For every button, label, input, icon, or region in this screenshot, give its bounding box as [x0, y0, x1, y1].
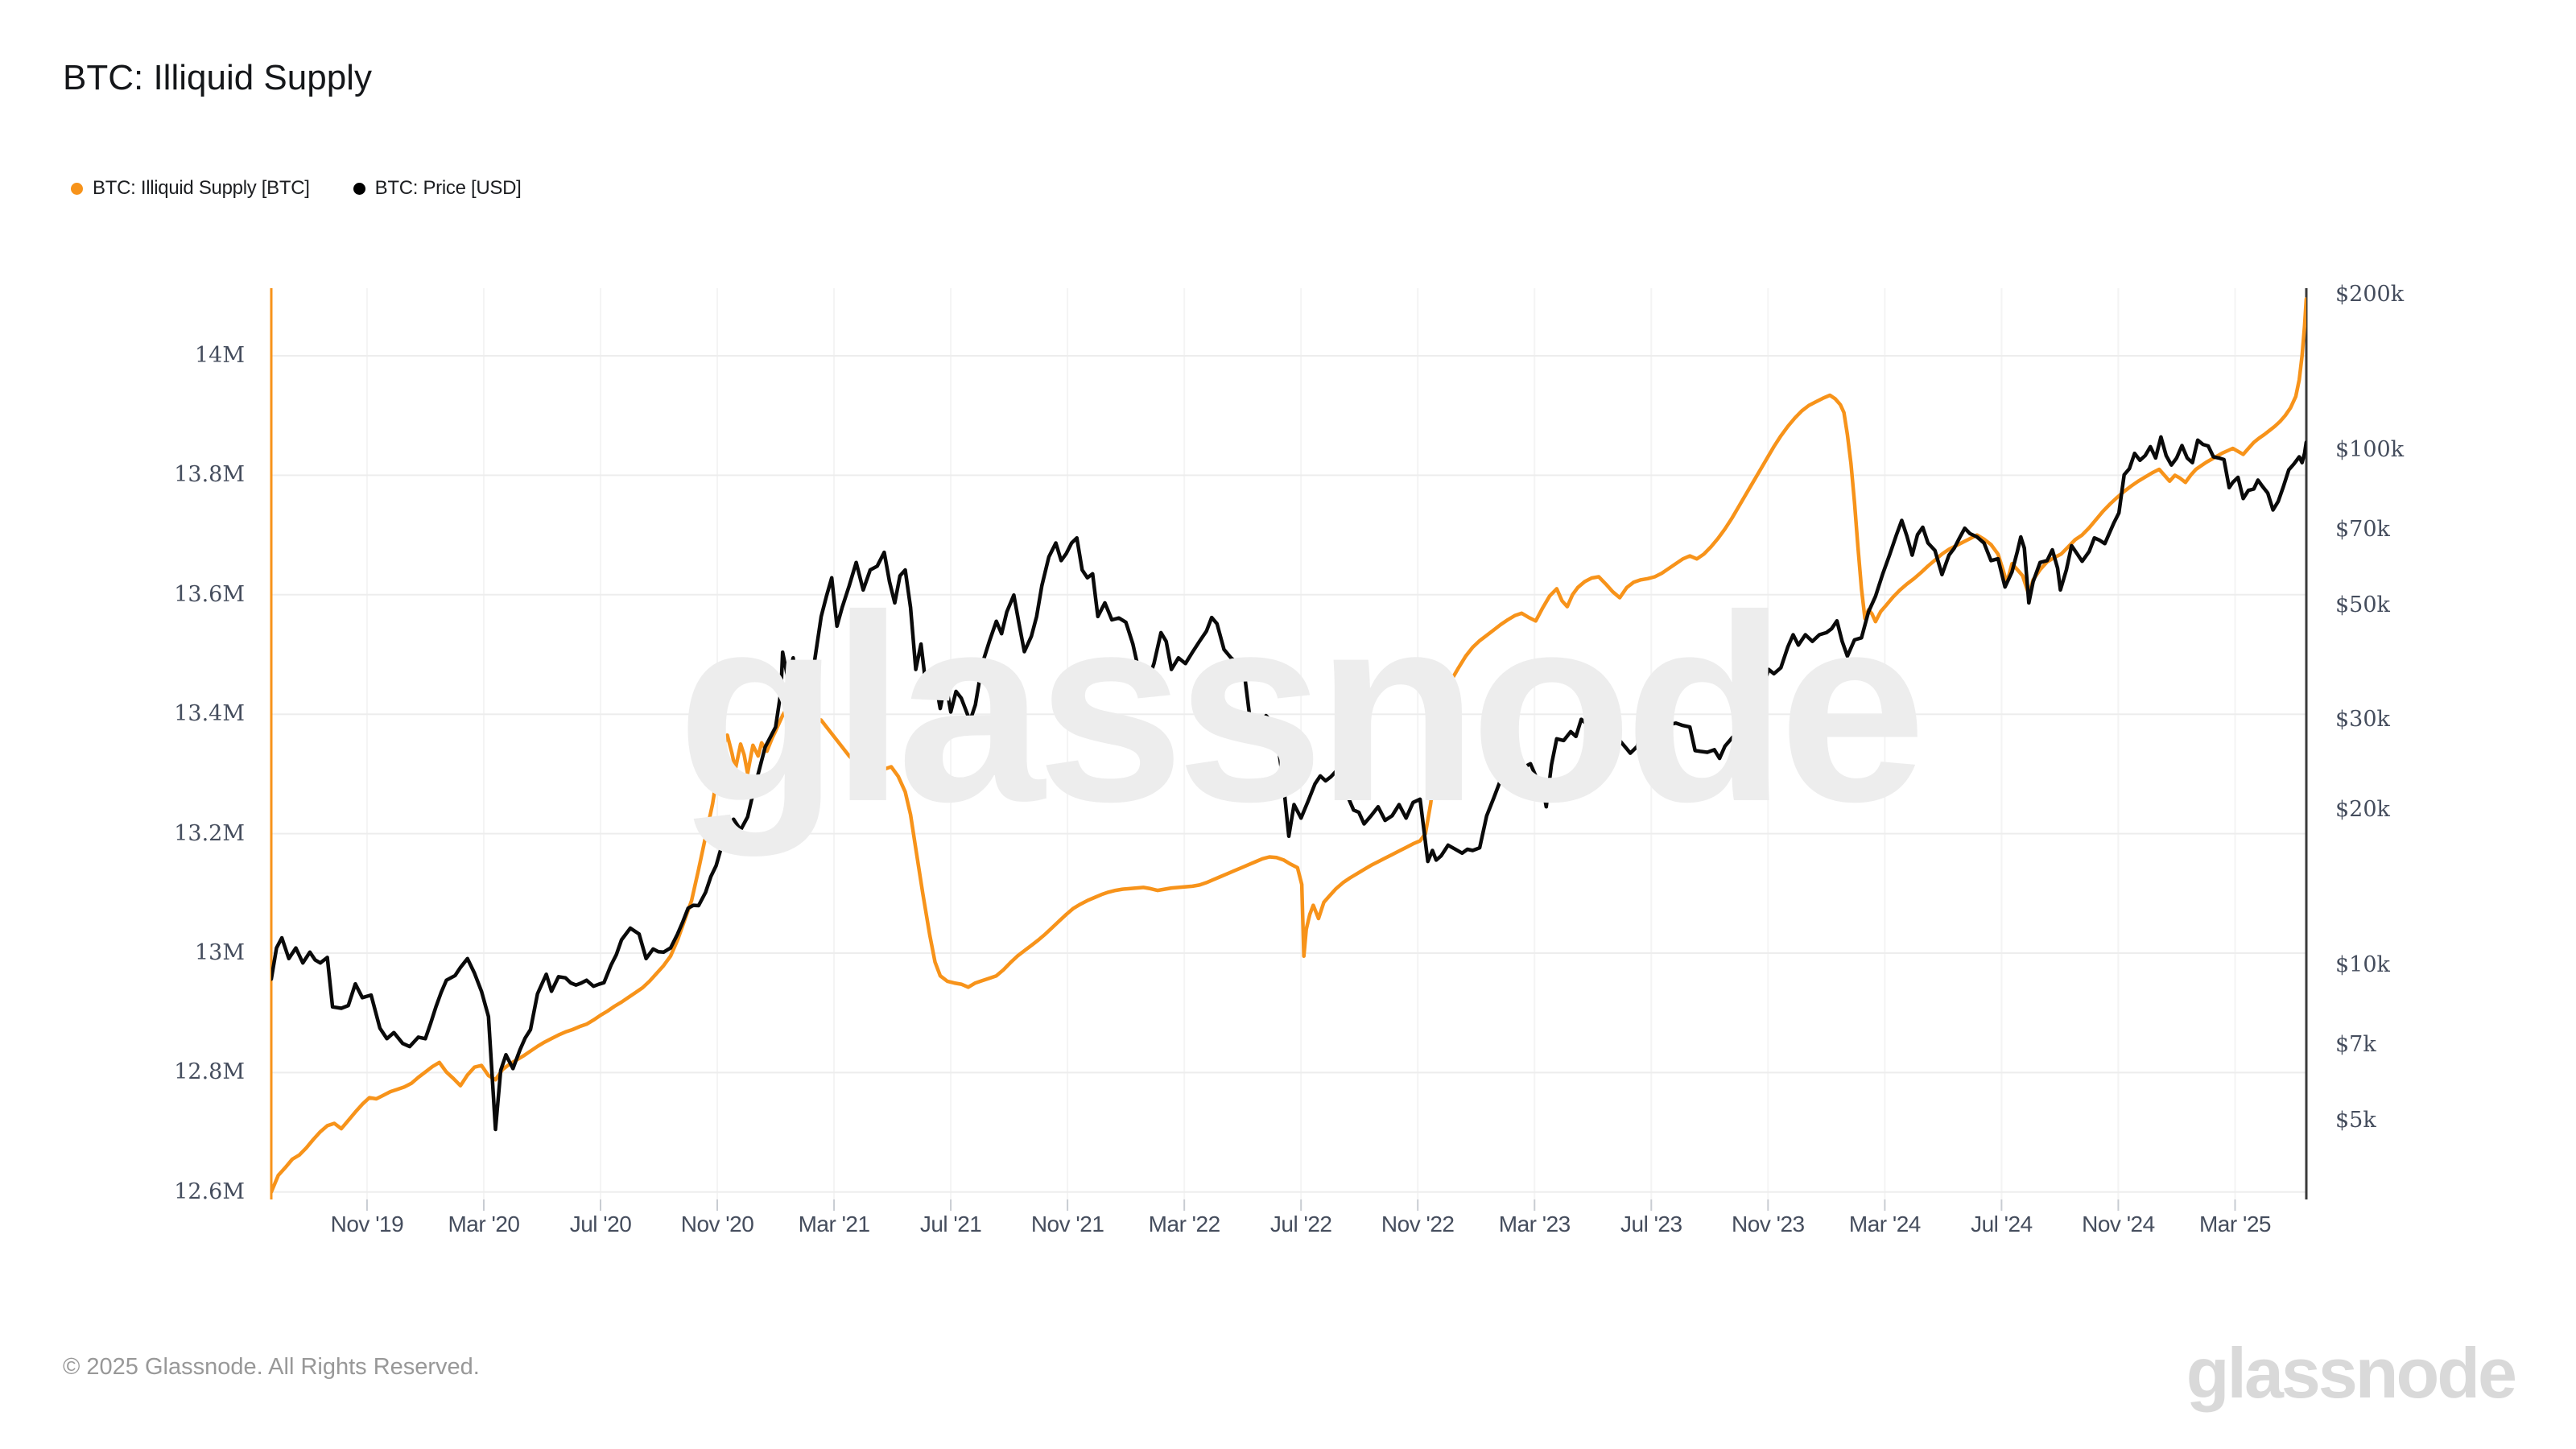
price-series-line — [271, 435, 2306, 1132]
x-tick-label: Mar '25 — [2198, 1212, 2272, 1236]
y-left-tick-label: 13.4M — [174, 701, 245, 727]
y-right-tick-label: $30k — [2335, 706, 2390, 732]
x-tick-label: Jul '22 — [1269, 1212, 1332, 1236]
legend-dot-supply-icon — [71, 182, 83, 195]
x-tick-label: Nov '20 — [680, 1212, 754, 1236]
supply-series-line — [271, 297, 2306, 1195]
x-tick-label: Mar '24 — [1848, 1212, 1922, 1236]
x-tick-label: Jul '24 — [1971, 1212, 2033, 1236]
x-tick-label: Jul '21 — [919, 1212, 982, 1236]
y-right-tick-label: $50k — [2335, 592, 2390, 617]
x-tick-label: Mar '20 — [448, 1212, 520, 1236]
y-right-tick-label: $100k — [2335, 437, 2405, 462]
y-left-tick-label: 13.8M — [174, 462, 245, 488]
x-tick-label: Mar '21 — [798, 1212, 871, 1236]
legend-dot-price-icon — [353, 182, 365, 195]
x-tick-label: Nov '22 — [1381, 1212, 1455, 1236]
footer-copyright: © 2025 Glassnode. All Rights Reserved. — [63, 1354, 480, 1380]
legend-label-price: BTC: Price [USD] — [374, 177, 522, 199]
y-right-tick-label: $7k — [2335, 1032, 2376, 1058]
y-left-tick-label: 12.8M — [174, 1059, 245, 1085]
x-tick-label: Jul '23 — [1620, 1212, 1682, 1236]
x-tick-label: Nov '24 — [2082, 1212, 2155, 1236]
y-left-tick-label: 13M — [194, 940, 245, 965]
legend-item-price[interactable]: BTC: Price [USD] — [353, 177, 522, 200]
legend-label-supply: BTC: Illiquid Supply [BTC] — [93, 177, 310, 199]
x-tick-label: Nov '21 — [1030, 1212, 1104, 1236]
legend-item-illiquid-supply[interactable]: BTC: Illiquid Supply [BTC] — [71, 177, 310, 200]
y-left-tick-label: 14M — [194, 343, 245, 368]
glassnode-watermark: glassnode — [676, 559, 1926, 857]
y-left-tick-label: 13.2M — [174, 820, 245, 846]
x-tick-label: Jul '20 — [569, 1212, 632, 1236]
x-tick-label: Mar '22 — [1148, 1212, 1221, 1236]
x-tick-label: Nov '19 — [330, 1212, 404, 1236]
y-left-tick-label: 13.6M — [174, 581, 245, 607]
chart-legend: BTC: Illiquid Supply [BTC] BTC: Price [U… — [71, 177, 522, 200]
page-title: BTC: Illiquid Supply — [63, 58, 372, 97]
y-right-tick-label: $20k — [2335, 797, 2390, 823]
y-right-tick-label: $70k — [2335, 517, 2390, 543]
y-right-tick-label: $200k — [2335, 282, 2405, 308]
y-right-tick-label: $5k — [2335, 1107, 2376, 1133]
y-left-tick-label: 12.6M — [174, 1179, 245, 1204]
y-right-tick-label: $10k — [2335, 952, 2390, 977]
glassnode-logo: glassnode — [2186, 1333, 2517, 1413]
x-tick-label: Nov '23 — [1732, 1212, 1805, 1236]
x-tick-label: Mar '23 — [1498, 1212, 1571, 1236]
